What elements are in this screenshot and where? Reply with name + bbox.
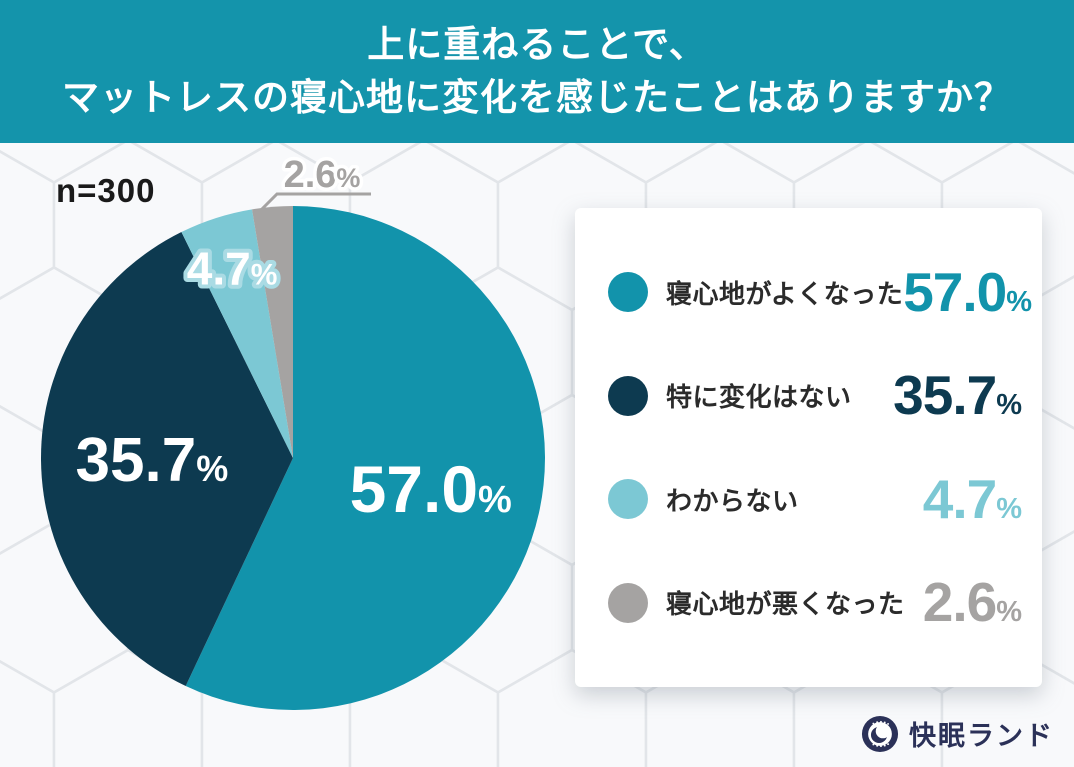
- brand-name: 快眠ランド: [909, 721, 1054, 751]
- legend-value: 35.7%: [893, 364, 1022, 427]
- title-line-1: 上に重ねることで、: [367, 23, 707, 65]
- legend-dot-improved-icon: [608, 272, 648, 313]
- legend-label: 寝心地が悪くなった: [666, 589, 905, 620]
- pie-slice-label-3: 2.6%: [284, 154, 361, 196]
- pie-slice-label-2: 4.7%: [187, 243, 278, 295]
- sample-size-label: n=300: [56, 172, 156, 209]
- brand-footer: 快眠ランド: [861, 714, 1054, 753]
- pie-slice-2: [181, 209, 293, 458]
- pie-slice-label-1: 35.7%: [76, 426, 229, 495]
- legend-item-no-change: 特に変化はない 35.7%: [608, 368, 1022, 423]
- legend-value: 57.0%: [903, 260, 1033, 323]
- pie-slice-label-0: 57.0%: [350, 452, 512, 526]
- title-line-2: マットレスの寝心地に変化を感じたことはありますか？: [62, 76, 1012, 118]
- legend-item-unsure: わからない 4.7%: [608, 467, 1022, 530]
- legend-dot-worse-icon: [608, 582, 648, 623]
- legend-dot-no-change-icon: [608, 375, 648, 416]
- pie-chart: 57.0% 35.7% 4.7% 2.6%: [41, 151, 545, 710]
- legend-dot-unsure-icon: [608, 479, 648, 520]
- legend-item-improved: 寝心地がよくなった 57.0%: [608, 264, 1032, 320]
- title-banner: 上に重ねることで、 マットレスの寝心地に変化を感じたことはありますか？: [0, 0, 1074, 143]
- legend-label: 寝心地がよくなった: [666, 278, 904, 309]
- legend-label: わからない: [666, 485, 799, 516]
- legend-card: 寝心地がよくなった 57.0% 特に変化はない 35.7% わからない 4.7%…: [575, 208, 1042, 687]
- callout-line: [256, 192, 371, 215]
- legend-value: 2.6%: [922, 571, 1022, 634]
- pie-slice-3: [252, 206, 293, 458]
- legend-value: 4.7%: [922, 467, 1022, 530]
- pie-slice-1: [41, 232, 293, 687]
- legend-label: 特に変化はない: [666, 382, 852, 413]
- legend-item-worse: 寝心地が悪くなった 2.6%: [608, 575, 1022, 630]
- pie-slice-0: [185, 206, 545, 710]
- kaimin-land-logo-badge-icon: [861, 715, 899, 752]
